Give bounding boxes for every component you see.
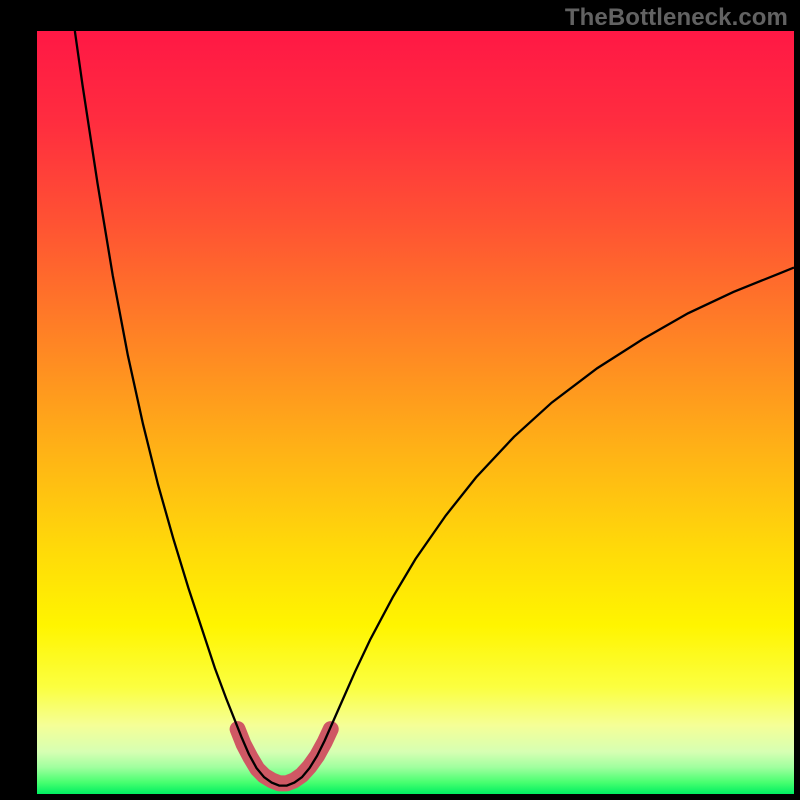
chart-svg [37, 31, 794, 794]
plot-area [37, 31, 794, 794]
plot-background [37, 31, 794, 794]
watermark-label: TheBottleneck.com [565, 4, 788, 32]
chart-stage: TheBottleneck.com [0, 0, 800, 800]
